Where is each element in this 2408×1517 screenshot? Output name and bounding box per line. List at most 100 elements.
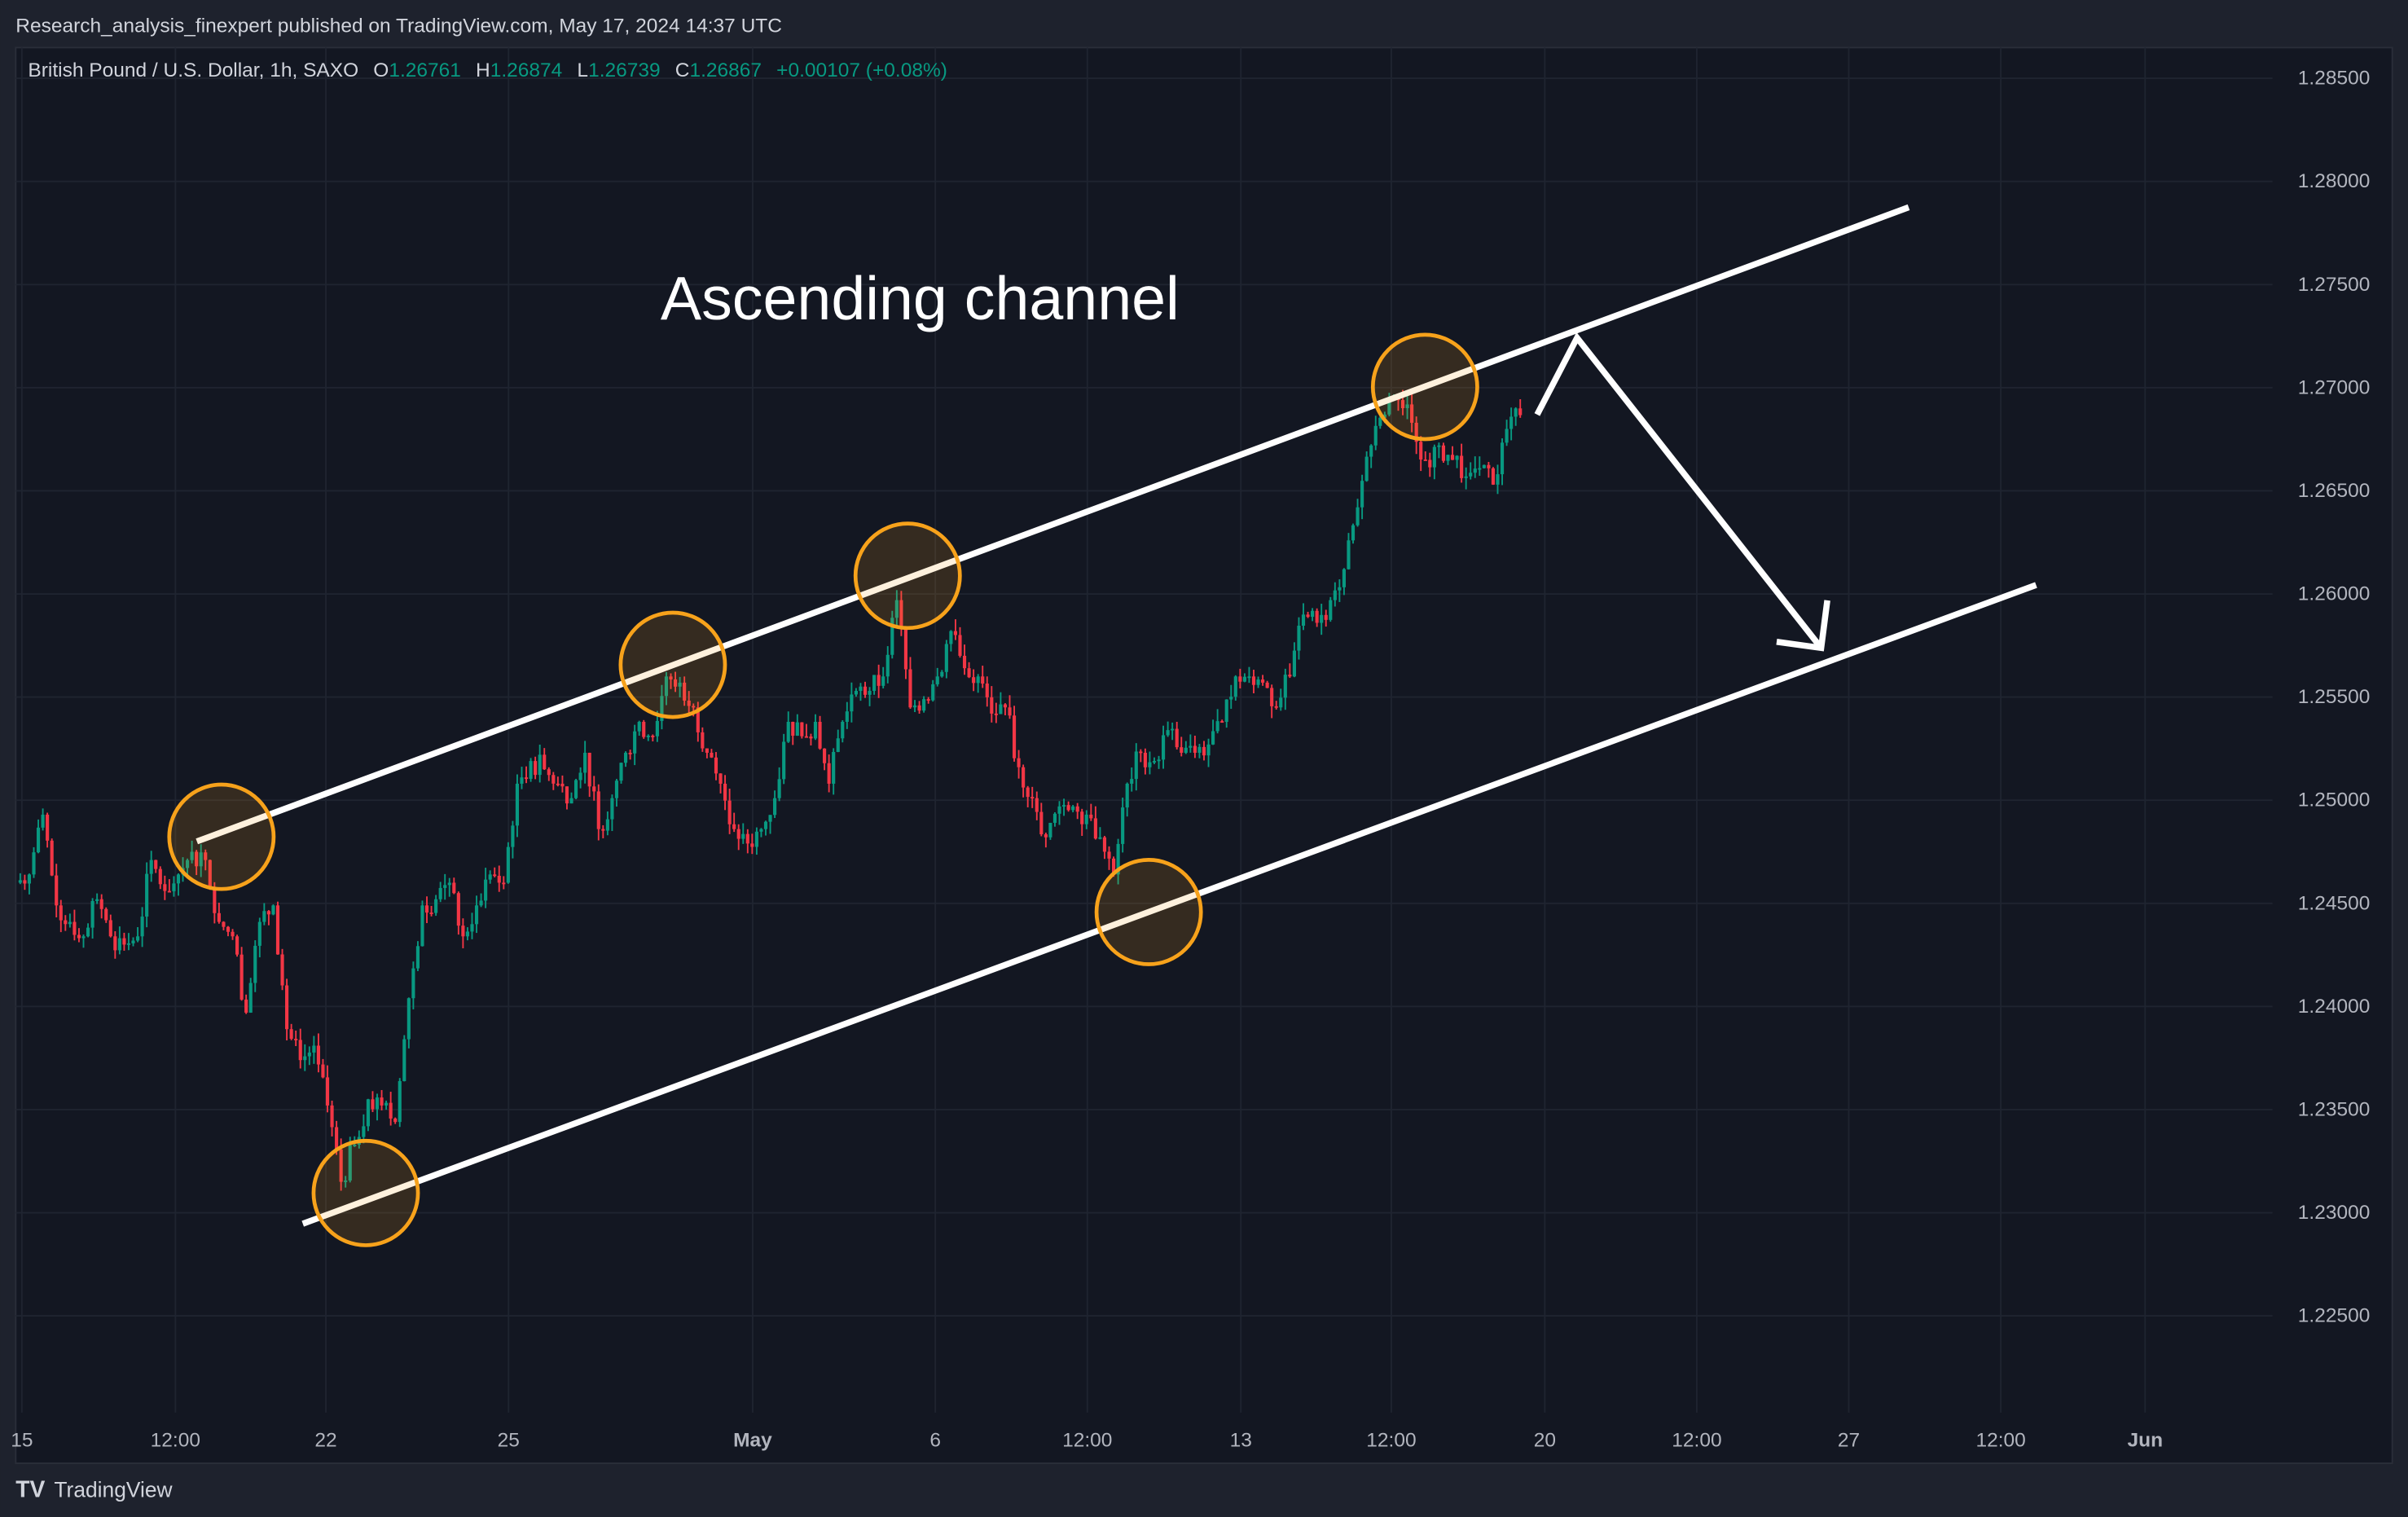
candle-body	[958, 635, 962, 656]
touch-circle[interactable]	[853, 521, 962, 631]
candle-body	[95, 899, 99, 901]
candle-body	[461, 926, 465, 937]
candle-body	[185, 860, 190, 868]
candle-body	[1450, 455, 1455, 460]
high-value: 1.26874	[490, 59, 563, 81]
candle-body	[1419, 442, 1423, 459]
tradingview-logo[interactable]: TV TradingView	[15, 1475, 173, 1502]
candle-body	[903, 627, 908, 670]
candle-body	[791, 721, 795, 737]
candle-body	[850, 694, 854, 712]
low-value: 1.26739	[588, 59, 661, 81]
candle-body	[908, 669, 912, 708]
candle-body	[149, 860, 153, 874]
candle-body	[610, 798, 614, 820]
candle-body	[832, 751, 836, 784]
candle-body	[736, 829, 740, 839]
time-tick-label: 12:00	[1975, 1429, 2025, 1451]
candle-body	[384, 1102, 389, 1106]
candle-body	[768, 815, 772, 822]
candle-body	[289, 1029, 293, 1040]
candle-body	[122, 938, 126, 945]
candle-body	[569, 798, 573, 804]
annotation-text[interactable]: Ascending channel	[661, 264, 1180, 332]
candle-body	[154, 860, 158, 869]
candle-body	[1400, 400, 1405, 409]
candle-body	[1125, 783, 1129, 808]
candle-body	[64, 920, 68, 925]
candle-body	[1338, 587, 1342, 591]
candle-body	[1518, 408, 1523, 416]
candle-body	[1084, 814, 1088, 824]
brand-name: TradingView	[54, 1477, 173, 1502]
candle-body	[1482, 464, 1486, 468]
touch-circle[interactable]	[311, 1138, 420, 1247]
time-axis[interactable]: 15 12:00 22 25 May 6 12:00 13 12:00 20 12:00 27 12:0…	[11, 1429, 2163, 1451]
candle-body	[534, 761, 538, 776]
candle-body	[714, 757, 718, 774]
candle-body	[1242, 676, 1246, 682]
candle-body	[1437, 445, 1441, 447]
candle-body	[696, 707, 700, 732]
candle-body	[1373, 425, 1378, 446]
candle-body	[36, 827, 41, 853]
candle-body	[1487, 464, 1491, 468]
candle-body	[1405, 404, 1409, 409]
candle-body	[1080, 811, 1084, 824]
candle-body	[1432, 446, 1436, 468]
candle-body	[845, 711, 849, 722]
candle-body	[1202, 746, 1206, 756]
candle-body	[678, 682, 682, 687]
candle-body	[99, 899, 103, 909]
candle-body	[484, 879, 488, 901]
candle-body	[827, 763, 831, 784]
candle-body	[235, 936, 239, 955]
candle-body	[470, 924, 474, 932]
candle-body	[1378, 417, 1382, 426]
channel-upper-line[interactable]	[196, 204, 1910, 845]
candle-body	[872, 675, 877, 692]
candle-body	[1364, 456, 1369, 481]
candle-body	[1387, 400, 1391, 415]
candle-body	[664, 676, 669, 697]
touch-circle[interactable]	[618, 610, 727, 719]
candle-body	[673, 679, 678, 687]
candle-body	[515, 783, 520, 826]
candle-body	[1061, 805, 1066, 807]
candle-body	[1211, 731, 1215, 745]
candle-body	[877, 675, 881, 686]
candle-body	[330, 1105, 334, 1128]
projection-arrow[interactable]	[1534, 332, 1824, 650]
candle-body	[935, 676, 939, 684]
candle-body	[1161, 735, 1166, 760]
annotations[interactable]: Ascending channel	[167, 204, 2037, 1247]
published-line: Research_analysis_finexpert published on…	[15, 15, 782, 37]
touch-circle[interactable]	[1370, 332, 1479, 442]
candle-body	[637, 721, 641, 732]
price-axis[interactable]: 1.28500 1.28000 1.27500 1.27000 1.26500 1.260…	[2298, 68, 2371, 1327]
candle-body	[1048, 822, 1052, 838]
candle-body	[429, 912, 433, 914]
channel-lower-line[interactable]	[301, 582, 2037, 1227]
time-tick-label: Jun	[2127, 1429, 2163, 1451]
candle-body	[1189, 745, 1193, 748]
candle-body	[294, 1039, 298, 1040]
candle-body	[660, 696, 664, 721]
candle-body	[804, 736, 808, 738]
candle-body	[307, 1052, 311, 1057]
symbol-name: British Pound / U.S. Dollar, 1h, SAXO	[28, 59, 358, 81]
touch-circle[interactable]	[1094, 858, 1203, 966]
price-tick-label: 1.26500	[2298, 480, 2371, 502]
candle-body	[402, 1039, 406, 1081]
candle-body	[1311, 610, 1315, 618]
candle-body	[1171, 728, 1175, 731]
candle-body	[1102, 837, 1107, 852]
touch-circle[interactable]	[167, 782, 276, 891]
candle-body	[474, 905, 479, 925]
candle-body	[1134, 751, 1138, 780]
candle-body	[1008, 707, 1012, 716]
candle-body	[348, 1145, 352, 1181]
candle-body	[222, 921, 226, 927]
candle-body	[614, 780, 619, 798]
